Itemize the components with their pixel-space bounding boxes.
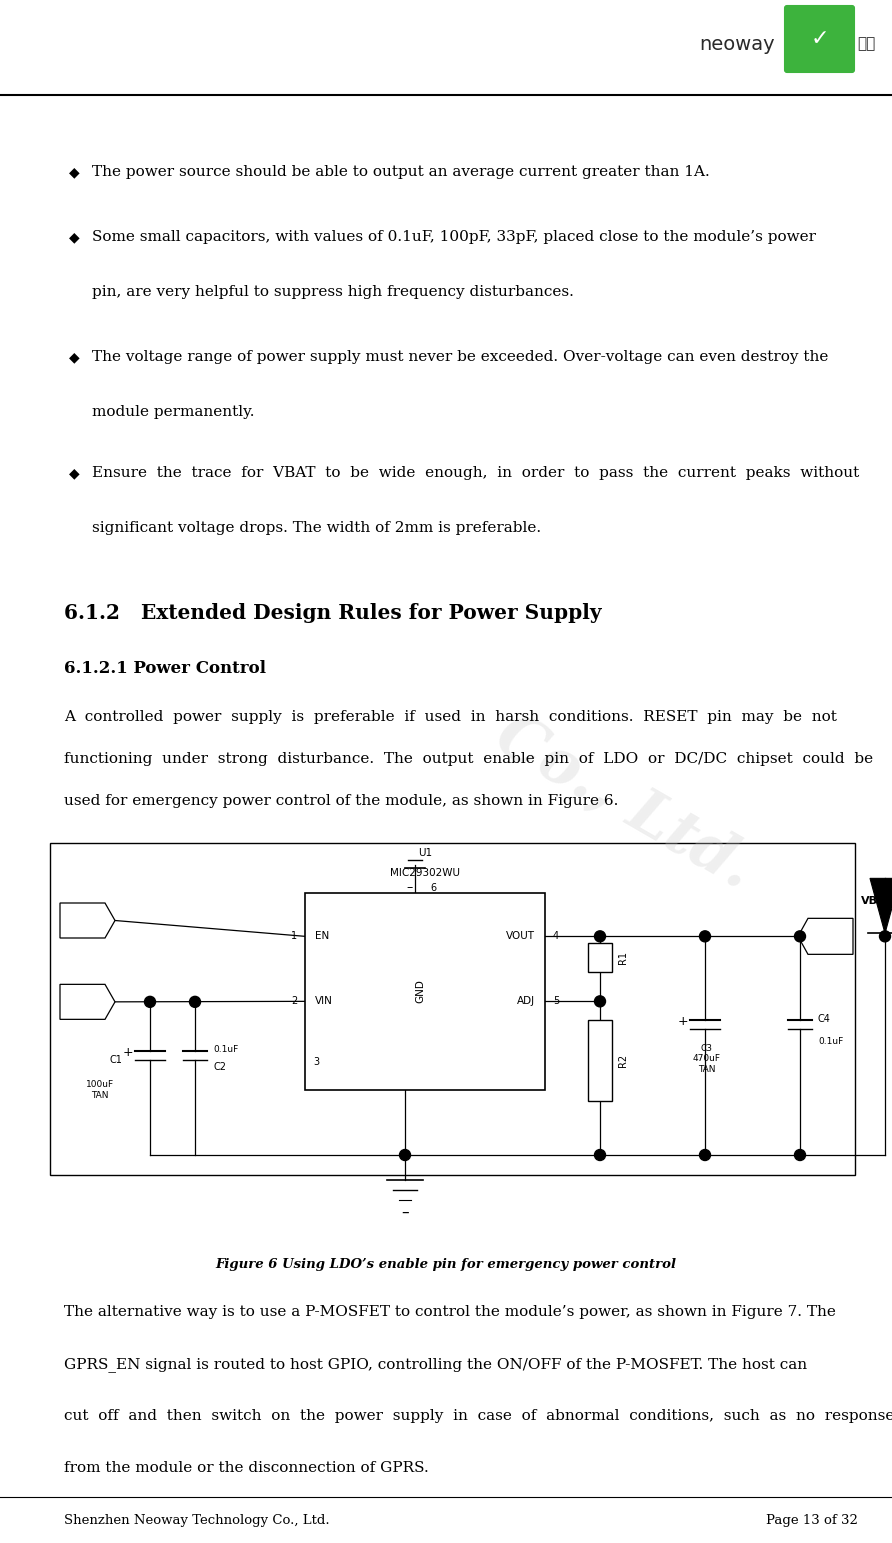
Text: VBAT: VBAT — [861, 896, 892, 906]
Text: Figure 6 Using LDO’s enable pin for emergency power control: Figure 6 Using LDO’s enable pin for emer… — [216, 1258, 676, 1271]
Bar — [588, 943, 612, 972]
Circle shape — [795, 1150, 805, 1160]
Text: significant voltage drops. The width of 2mm is preferable.: significant voltage drops. The width of … — [92, 522, 541, 535]
Circle shape — [145, 997, 155, 1008]
Bar — [50, 842, 855, 1176]
Text: 6.1.2.1 Power Control: 6.1.2.1 Power Control — [64, 660, 266, 677]
Circle shape — [594, 930, 606, 941]
Bar — [305, 893, 545, 1089]
Text: A  controlled  power  supply  is  preferable  if  used  in  harsh  conditions.  : A controlled power supply is preferable … — [64, 710, 837, 724]
Circle shape — [189, 997, 201, 1008]
Text: 3: 3 — [313, 1057, 319, 1068]
Text: Co., Ltd.: Co., Ltd. — [485, 705, 764, 900]
Circle shape — [699, 1150, 711, 1160]
Circle shape — [594, 995, 606, 1008]
Text: module permanently.: module permanently. — [92, 404, 255, 420]
Text: –: – — [407, 881, 413, 895]
Text: 6.1.2   Extended Design Rules for Power Supply: 6.1.2 Extended Design Rules for Power Su… — [64, 603, 602, 623]
Polygon shape — [870, 878, 892, 934]
Text: +: + — [123, 1046, 133, 1058]
Text: neoway: neoway — [699, 34, 775, 54]
Circle shape — [880, 930, 890, 941]
Circle shape — [795, 930, 805, 941]
Text: R1: R1 — [618, 950, 628, 964]
Text: U1: U1 — [418, 849, 432, 858]
Text: 0.1uF: 0.1uF — [818, 1037, 843, 1046]
Text: GND: GND — [415, 980, 425, 1003]
Text: Some small capacitors, with values of 0.1uF, 100pF, 33pF, placed close to the mo: Some small capacitors, with values of 0.… — [92, 230, 816, 244]
Circle shape — [699, 930, 711, 941]
Text: GPRS_EN: GPRS_EN — [62, 917, 103, 924]
Text: 1: 1 — [291, 932, 297, 941]
Text: The power source should be able to output an average current greater than 1A.: The power source should be able to outpu… — [92, 165, 710, 179]
Text: VCCIN: VCCIN — [69, 997, 96, 1006]
Bar — [588, 1020, 612, 1102]
FancyBboxPatch shape — [785, 6, 854, 73]
Text: Shenzhen Neoway Technology Co., Ltd.: Shenzhen Neoway Technology Co., Ltd. — [64, 1514, 330, 1526]
Text: ◆: ◆ — [70, 230, 80, 244]
Polygon shape — [60, 984, 115, 1020]
Text: EN: EN — [315, 932, 329, 941]
Text: +: + — [678, 1015, 689, 1028]
Text: 4: 4 — [553, 932, 559, 941]
Text: Ensure  the  trace  for  VBAT  to  be  wide  enough,  in  order  to  pass  the  : Ensure the trace for VBAT to be wide eno… — [92, 466, 860, 480]
Text: VOUT: VOUT — [506, 932, 535, 941]
Text: C1: C1 — [109, 1055, 122, 1066]
Text: 2: 2 — [291, 997, 297, 1006]
Text: –: – — [401, 1205, 409, 1219]
Circle shape — [400, 1150, 410, 1160]
Text: ◆: ◆ — [70, 350, 80, 364]
Text: 有方: 有方 — [857, 37, 875, 51]
Circle shape — [594, 1150, 606, 1160]
Text: 100uF
TAN: 100uF TAN — [86, 1080, 114, 1100]
Text: C2: C2 — [213, 1063, 226, 1072]
Text: pin, are very helpful to suppress high frequency disturbances.: pin, are very helpful to suppress high f… — [92, 285, 574, 299]
Text: MIC29302WU: MIC29302WU — [390, 869, 460, 878]
Text: cut  off  and  then  switch  on  the  power  supply  in  case  of  abnormal  con: cut off and then switch on the power sup… — [64, 1409, 892, 1423]
Text: 5: 5 — [553, 997, 559, 1006]
Text: R2: R2 — [618, 1054, 628, 1068]
Text: ◆: ◆ — [70, 165, 80, 179]
Text: VIN: VIN — [315, 997, 333, 1006]
Text: ◆: ◆ — [70, 466, 80, 480]
Text: ADJ: ADJ — [516, 997, 535, 1006]
Text: 6: 6 — [430, 883, 436, 893]
Text: The alternative way is to use a P-MOSFET to control the module’s power, as shown: The alternative way is to use a P-MOSFET… — [64, 1305, 836, 1319]
Text: GPRS_EN signal is routed to host GPIO, controlling the ON/OFF of the P-MOSFET. T: GPRS_EN signal is routed to host GPIO, c… — [64, 1356, 807, 1372]
Text: used for emergency power control of the module, as shown in Figure 6.: used for emergency power control of the … — [64, 795, 618, 809]
Text: 0.1uF: 0.1uF — [213, 1045, 238, 1054]
Text: from the module or the disconnection of GPRS.: from the module or the disconnection of … — [64, 1461, 429, 1475]
Text: The voltage range of power supply must never be exceeded. Over-voltage can even : The voltage range of power supply must n… — [92, 350, 829, 364]
Text: ✓: ✓ — [810, 29, 829, 49]
Text: functioning  under  strong  disturbance.  The  output  enable  pin  of  LDO  or : functioning under strong disturbance. Th… — [64, 751, 873, 765]
Text: C3
470uF
TAN: C3 470uF TAN — [693, 1043, 721, 1074]
Polygon shape — [798, 918, 853, 954]
Text: Page 13 of 32: Page 13 of 32 — [766, 1514, 858, 1526]
Polygon shape — [60, 903, 115, 938]
Text: C4: C4 — [818, 1014, 830, 1025]
